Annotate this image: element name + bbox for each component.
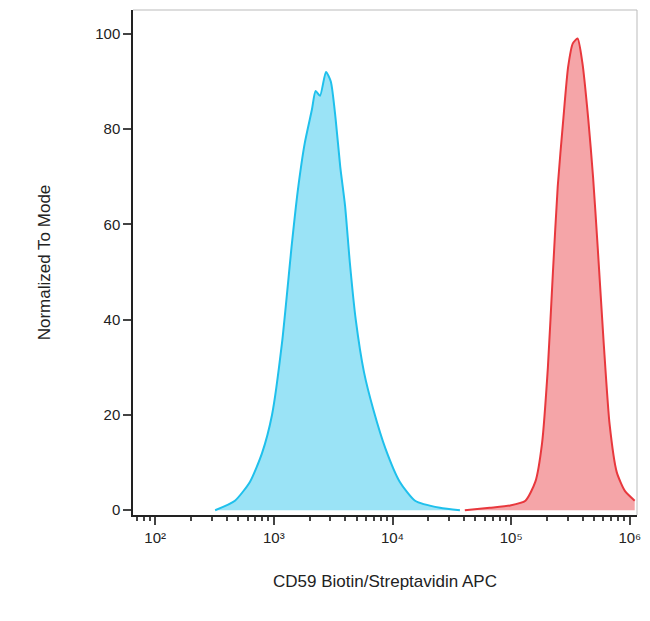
svg-text:10⁶: 10⁶ bbox=[618, 529, 641, 546]
svg-text:0: 0 bbox=[112, 501, 120, 518]
svg-text:100: 100 bbox=[95, 25, 120, 42]
svg-text:40: 40 bbox=[104, 311, 121, 328]
svg-text:20: 20 bbox=[104, 406, 121, 423]
svg-text:10⁴: 10⁴ bbox=[381, 529, 404, 546]
svg-text:CD59 Biotin/Streptavidin APC: CD59 Biotin/Streptavidin APC bbox=[273, 572, 497, 591]
svg-text:10³: 10³ bbox=[263, 529, 285, 546]
svg-text:Normalized To Mode: Normalized To Mode bbox=[35, 185, 54, 341]
svg-text:10⁵: 10⁵ bbox=[500, 529, 523, 546]
svg-text:60: 60 bbox=[104, 216, 121, 233]
svg-text:80: 80 bbox=[104, 120, 121, 137]
svg-text:10²: 10² bbox=[144, 529, 166, 546]
